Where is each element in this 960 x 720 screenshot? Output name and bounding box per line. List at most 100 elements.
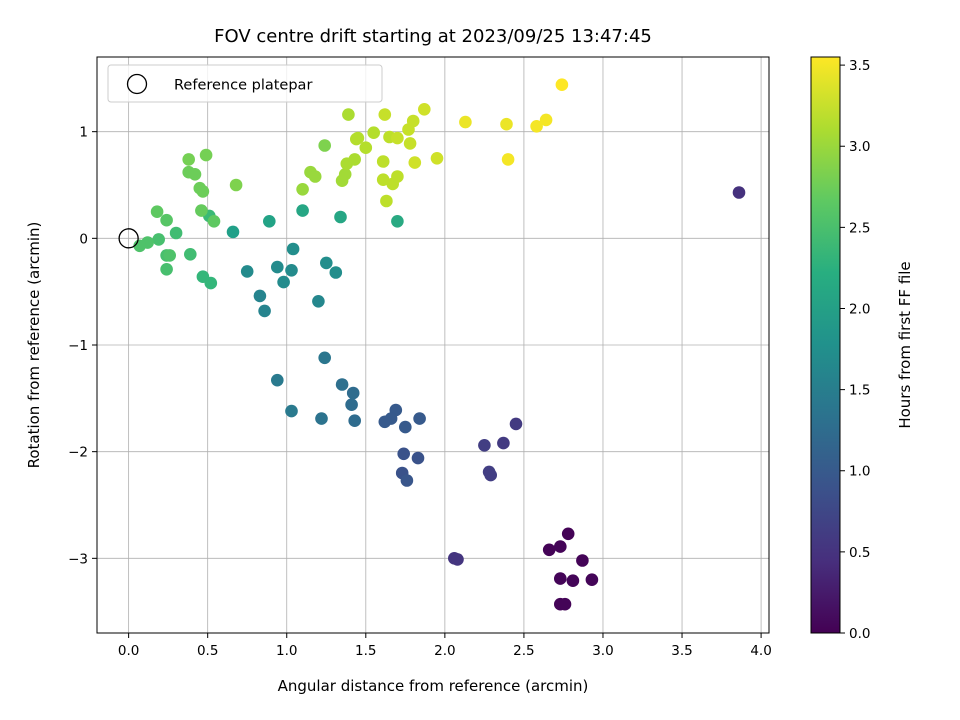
colorbar-label: Hours from first FF file: [896, 261, 914, 428]
data-point: [345, 398, 358, 412]
x-tick-label: 4.0: [750, 643, 771, 659]
colorbar-gradient: [811, 57, 840, 633]
data-point: [501, 153, 515, 166]
colorbar-tick-label: 3.5: [849, 58, 870, 74]
data-point: [391, 215, 404, 228]
colorbar-frame: [810, 56, 841, 634]
data-point: [554, 572, 567, 585]
data-point: [585, 573, 599, 586]
data-point: [318, 351, 332, 365]
data-point: [184, 248, 197, 261]
data-point: [459, 115, 472, 129]
data-point: [195, 204, 208, 217]
legend: Reference platepar: [107, 64, 383, 103]
data-point: [285, 264, 298, 277]
y-tick-label: −3: [68, 551, 88, 567]
colorbar-tick-label: 1.0: [849, 464, 870, 480]
data-point: [406, 114, 420, 128]
data-point: [380, 194, 393, 208]
data-point: [359, 141, 373, 154]
colorbar-ticks: 0.0 0.5 1.0 1.5 2.0 2.5 3.0 3.5: [840, 58, 870, 642]
data-point: [308, 170, 322, 183]
x-tick-label: 0.5: [197, 643, 218, 659]
data-point: [286, 242, 300, 256]
data-point: [338, 168, 352, 181]
legend-label: Reference platepar: [174, 78, 312, 94]
data-point: [732, 186, 746, 199]
data-point: [296, 183, 309, 196]
data-point: [566, 574, 580, 587]
data-point: [335, 378, 349, 391]
data-point: [530, 120, 543, 133]
data-point: [199, 148, 213, 162]
x-axis-ticks: 0.0 0.5 1.0 1.5 2.0 2.5 3.0 3.5 4.0: [118, 633, 772, 659]
data-point: [403, 137, 417, 150]
data-point: [418, 103, 431, 116]
reference-marker-layer: [118, 228, 139, 249]
legend-box: [107, 64, 383, 103]
x-tick-label: 1.0: [276, 643, 297, 659]
data-point: [229, 178, 243, 192]
data-point: [188, 168, 202, 181]
data-point: [258, 304, 271, 318]
data-point: [315, 412, 328, 425]
data-point: [376, 173, 390, 186]
data-point: [400, 474, 414, 487]
data-point: [542, 543, 556, 557]
data-point: [346, 386, 360, 400]
data-point: [150, 205, 164, 218]
data-point: [296, 204, 309, 217]
data-point: [226, 225, 240, 239]
data-point: [263, 215, 276, 228]
data-point: [320, 256, 333, 270]
data-point: [207, 215, 221, 228]
colorbar-tick-label: 0.5: [849, 545, 870, 561]
data-point: [411, 451, 425, 465]
data-point: [500, 117, 513, 131]
colorbar-tick-label: 0.0: [849, 626, 870, 642]
data-point: [160, 263, 173, 276]
data-point: [253, 289, 267, 303]
x-tick-label: 2.5: [513, 643, 534, 659]
data-point: [558, 597, 572, 611]
data-point: [329, 266, 343, 279]
y-tick-label: −2: [68, 445, 88, 461]
data-point: [391, 131, 404, 145]
x-axis-label: Angular distance from reference (arcmin): [278, 677, 589, 695]
data-point: [240, 265, 254, 278]
data-point: [509, 417, 523, 431]
data-point: [378, 415, 392, 429]
data-point: [397, 447, 411, 461]
colorbar: 0.0 0.5 1.0 1.5 2.0 2.5 3.0 3.5 Hours from firs…: [810, 56, 914, 642]
data-point: [561, 527, 575, 541]
data-point: [408, 156, 422, 169]
y-tick-label: 0: [79, 231, 88, 247]
data-point: [430, 152, 444, 165]
x-tick-label: 3.5: [671, 643, 692, 659]
scatter-points: [133, 78, 746, 611]
data-point: [554, 540, 567, 553]
data-point: [555, 78, 569, 91]
data-point: [451, 553, 464, 566]
data-point: [334, 210, 347, 224]
data-point: [152, 233, 165, 246]
data-point: [391, 170, 404, 183]
y-tick-label: 1: [79, 125, 88, 141]
data-point: [367, 126, 381, 139]
y-axis-label: Rotation from reference (arcmin): [25, 222, 43, 469]
colorbar-tick-label: 1.5: [849, 383, 870, 399]
grid: [97, 57, 769, 633]
data-point: [399, 420, 412, 434]
data-point: [497, 436, 510, 450]
colorbar-tick-label: 2.5: [849, 220, 870, 236]
data-point: [348, 414, 362, 428]
x-tick-label: 2.0: [434, 643, 455, 659]
data-point: [182, 153, 195, 166]
data-point: [413, 412, 426, 425]
y-tick-label: −1: [68, 338, 88, 354]
data-point: [271, 373, 284, 387]
data-point: [204, 276, 218, 290]
data-point: [285, 404, 298, 418]
data-point: [277, 275, 290, 289]
